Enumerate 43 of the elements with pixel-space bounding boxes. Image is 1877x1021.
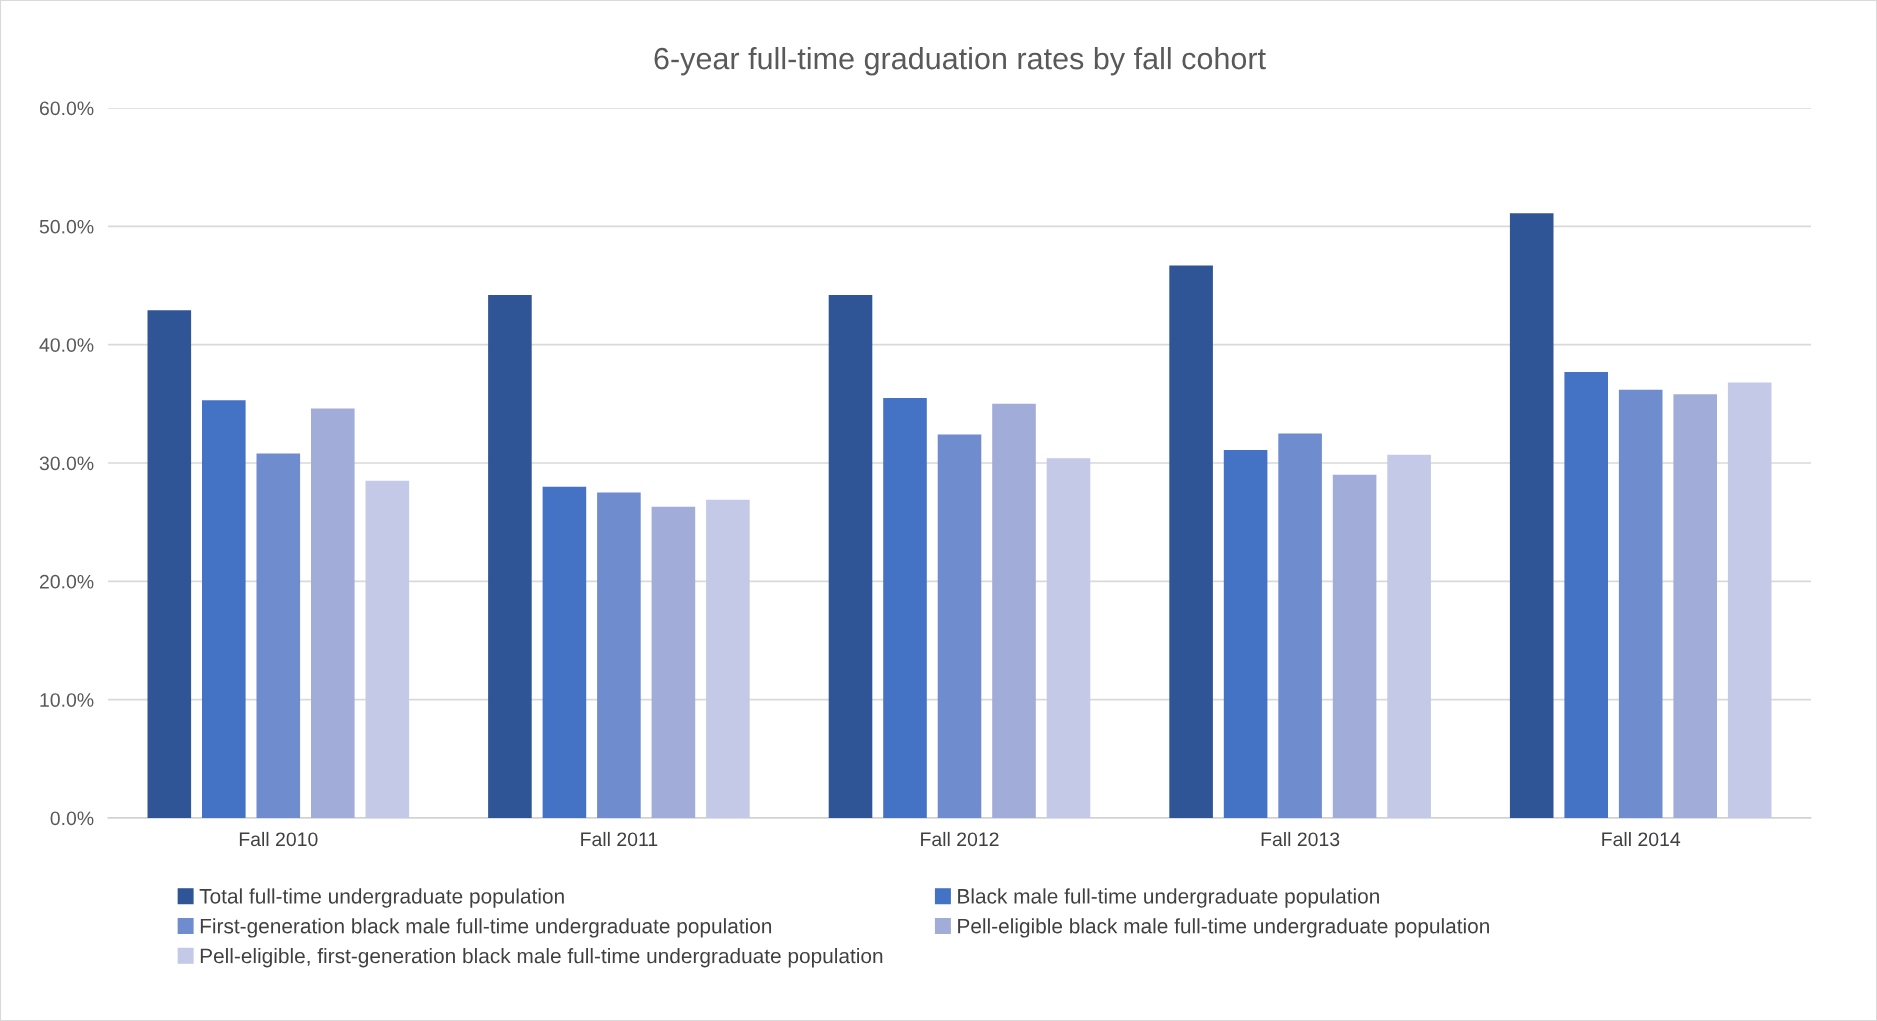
bar [1278,433,1322,818]
bar [706,499,750,818]
bar [828,294,873,818]
x-tick-label: Fall 2010 [239,831,318,847]
bar [1387,454,1431,818]
bar [937,434,982,818]
bar [542,486,587,818]
bar [1564,371,1608,818]
y-tick-label: 30.0% [39,456,94,471]
bar [1169,265,1213,818]
legend-label: Black male full-time undergraduate population [958,888,1379,908]
y-tick-label: 20.0% [39,574,94,589]
x-tick-label: Fall 2013 [1261,831,1340,847]
legend-label: Total full-time undergraduate population [199,888,564,908]
bar [651,506,696,818]
y-tick-label: 0.0% [50,811,94,826]
chart-title: 6-year full-time graduation rates by fall cohort [654,46,1266,76]
x-tick-label: Fall 2011 [581,831,658,847]
bar [488,294,532,818]
bar [365,480,410,818]
x-tick-label: Fall 2012 [921,831,999,847]
bar [1727,382,1772,818]
bar [147,310,192,818]
x-tick-label: Fall 2014 [1602,831,1681,847]
y-tick-label: 60.0% [39,101,94,116]
bar [597,492,641,818]
y-tick-label: 40.0% [39,338,94,352]
bar [256,453,301,818]
bar [1046,458,1091,818]
bar [1618,389,1663,818]
legend-label: First-generation black male full-time undergraduate population [200,918,772,938]
bar [1673,394,1717,818]
bar [1332,474,1377,818]
y-tick-label: 50.0% [39,219,94,234]
legend-label: Pell-eligible black male full-time undergraduate population [958,918,1489,938]
bar [883,397,927,818]
bar [992,403,1036,818]
bar [202,400,246,818]
legend-label: Pell-eligible, first-generation black male full-time undergraduate population [200,948,883,968]
bar [1223,449,1268,818]
bar [1509,213,1554,818]
y-tick-label: 10.0% [40,693,94,707]
bar [311,408,355,818]
